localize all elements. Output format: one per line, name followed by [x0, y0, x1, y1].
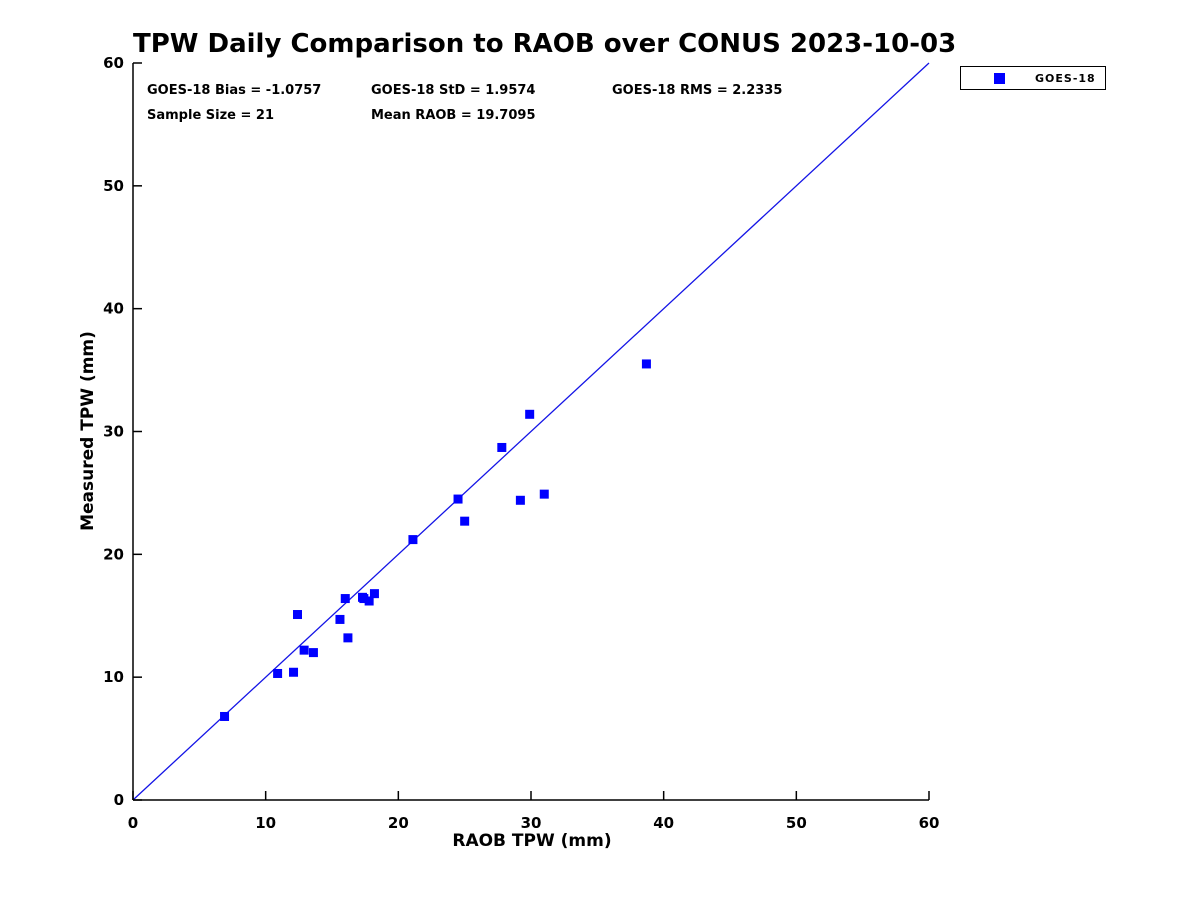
data-point	[369, 589, 379, 599]
y-tick-label: 30	[103, 423, 124, 441]
x-tick-label: 50	[786, 814, 807, 832]
data-point	[539, 489, 549, 499]
x-tick-label: 20	[388, 814, 409, 832]
y-tick-label: 50	[103, 177, 124, 195]
data-point	[343, 633, 353, 643]
data-point	[293, 610, 303, 620]
stat-std: GOES-18 StD = 1.9574	[371, 83, 536, 98]
data-point	[335, 614, 345, 624]
y-tick-label: 20	[103, 545, 124, 563]
y-tick-label: 0	[114, 791, 124, 809]
y-tick-label: 10	[103, 668, 124, 686]
y-tick-label: 40	[103, 300, 124, 318]
data-point	[525, 409, 535, 419]
data-point	[515, 495, 525, 505]
stat-rms: GOES-18 RMS = 2.2335	[612, 83, 783, 98]
x-tick-label: 40	[653, 814, 674, 832]
x-tick-label: 0	[128, 814, 138, 832]
data-point	[460, 516, 470, 526]
x-axis-label: RAOB TPW (mm)	[452, 831, 612, 851]
data-point	[220, 711, 230, 721]
x-tick-label: 10	[255, 814, 276, 832]
data-point	[299, 645, 309, 655]
stat-sample-size: Sample Size = 21	[147, 108, 275, 123]
stat-bias: GOES-18 Bias = -1.0757	[147, 83, 322, 98]
data-point	[364, 596, 374, 606]
x-tick-label: 60	[919, 814, 940, 832]
stat-mean-raob: Mean RAOB = 19.7095	[371, 108, 536, 123]
data-point	[308, 648, 318, 658]
y-axis-label: Measured TPW (mm)	[78, 331, 98, 531]
legend-marker-square-icon	[994, 72, 1005, 84]
y-tick-label: 60	[103, 54, 124, 72]
data-point	[289, 667, 299, 677]
legend: GOES-18	[960, 66, 1106, 90]
data-point	[359, 594, 369, 604]
data-point	[497, 442, 507, 452]
chart-title: TPW Daily Comparison to RAOB over CONUS …	[133, 29, 957, 59]
data-point	[408, 535, 418, 545]
data-point	[641, 359, 651, 369]
x-tick-label: 30	[521, 814, 542, 832]
one-to-one-reference-line	[132, 62, 930, 801]
data-point	[340, 594, 350, 604]
data-point	[273, 668, 283, 678]
legend-label: GOES-18	[1035, 71, 1096, 85]
data-point	[453, 494, 463, 504]
